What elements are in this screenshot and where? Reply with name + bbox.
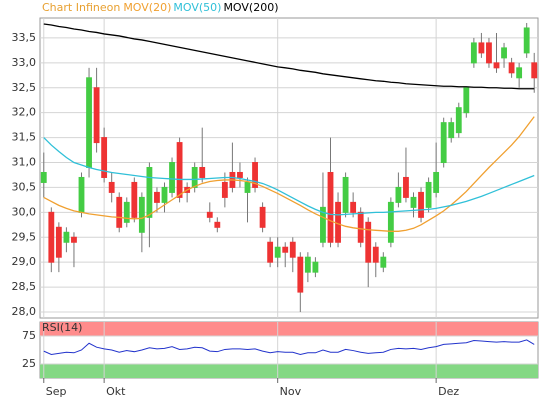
candle-body — [274, 246, 281, 258]
candle-body — [138, 196, 145, 233]
candle-body — [55, 226, 62, 258]
y-tick-label: 28,0 — [12, 305, 37, 318]
y-tick-label: 31,0 — [12, 156, 37, 169]
candle-body — [191, 167, 198, 188]
rsi-line — [43, 339, 535, 355]
moving-average — [43, 137, 535, 216]
candle-body — [410, 196, 417, 208]
candle-body — [237, 171, 243, 178]
y-tick-label: 29,5 — [12, 230, 37, 243]
candle-body — [501, 47, 507, 59]
candle-body — [161, 186, 168, 203]
candle-body — [470, 42, 477, 64]
candle-body — [387, 201, 394, 243]
candle-body — [101, 137, 108, 178]
y-tick-label: 30,0 — [12, 205, 37, 218]
candle-body — [493, 62, 500, 69]
candle-body — [40, 171, 47, 183]
candle-body — [478, 42, 485, 54]
candle-body — [357, 211, 364, 243]
x-tick-label: Sep — [46, 385, 67, 398]
candle-body — [146, 167, 153, 218]
candle-body — [206, 211, 213, 218]
candle-body — [267, 241, 274, 263]
candle-body — [199, 167, 206, 178]
candle-body — [350, 201, 357, 213]
candle-body — [297, 256, 304, 293]
candle-body — [63, 231, 70, 243]
candle-body — [486, 42, 492, 64]
candle-body — [342, 176, 349, 213]
candle-body — [259, 206, 266, 228]
candle-body — [312, 261, 319, 273]
y-tick-label: 33,5 — [12, 31, 37, 44]
oversold-band — [40, 364, 538, 378]
y-tick-label: 33,0 — [12, 56, 37, 69]
candle-body — [372, 246, 379, 263]
candle-body — [418, 191, 424, 218]
candle-body — [71, 236, 77, 243]
y-tick-label: 30,5 — [12, 180, 37, 193]
x-tick-label: Okt — [106, 385, 126, 398]
candle-body — [335, 201, 341, 243]
candle-body — [169, 162, 175, 193]
candle-body — [244, 181, 251, 193]
candle-body — [523, 27, 530, 54]
y-tick-label: 25 — [22, 357, 36, 370]
candle-body — [86, 77, 92, 169]
candle-body — [116, 196, 123, 228]
overbought-band — [40, 322, 538, 336]
candle-body — [403, 176, 409, 198]
candle-body — [221, 181, 228, 198]
candle-body — [48, 211, 55, 263]
y-tick-label: 29,0 — [12, 255, 37, 268]
moving-average — [43, 23, 535, 90]
candle-body — [433, 171, 440, 193]
candle-body — [282, 246, 289, 253]
y-tick-label: 31,5 — [12, 131, 37, 144]
candle-body — [516, 67, 523, 79]
candle-body — [176, 142, 183, 198]
candle-body — [395, 186, 402, 203]
candle-body — [320, 206, 326, 243]
candle-body — [508, 62, 515, 74]
candle-body — [304, 256, 311, 273]
candle-body — [365, 221, 372, 263]
candle-body — [327, 171, 334, 243]
candle-body — [440, 122, 447, 164]
moving-average — [43, 116, 535, 232]
candle-body — [425, 181, 432, 208]
candle-body — [123, 201, 130, 223]
legend-entry: MOV(200) — [223, 1, 278, 14]
candle-body — [463, 87, 470, 114]
candle-body — [108, 181, 115, 193]
y-tick-label: 75 — [22, 329, 36, 342]
candle-body — [380, 256, 387, 268]
rsi-title: RSI(14) — [42, 321, 82, 334]
x-tick-label: Nov — [280, 385, 302, 398]
candle-body — [214, 221, 221, 228]
candle-body — [154, 191, 160, 203]
y-tick-label: 28,5 — [12, 280, 37, 293]
candle-body — [252, 162, 258, 188]
candle-body — [131, 181, 138, 218]
x-tick-label: Dez — [438, 385, 459, 398]
candle-body — [78, 176, 85, 213]
legend-entry: MOV(20) — [123, 1, 171, 14]
candle-body — [455, 107, 462, 134]
candle-body — [93, 87, 100, 144]
legend-entry: MOV(50) — [173, 1, 221, 14]
y-tick-label: 32,5 — [12, 81, 37, 94]
y-tick-label: 32,0 — [12, 106, 37, 119]
chart-title: Chart Infineon — [42, 1, 120, 14]
candle-body — [531, 62, 538, 79]
candle-body — [448, 122, 455, 139]
candle-body — [289, 241, 296, 258]
